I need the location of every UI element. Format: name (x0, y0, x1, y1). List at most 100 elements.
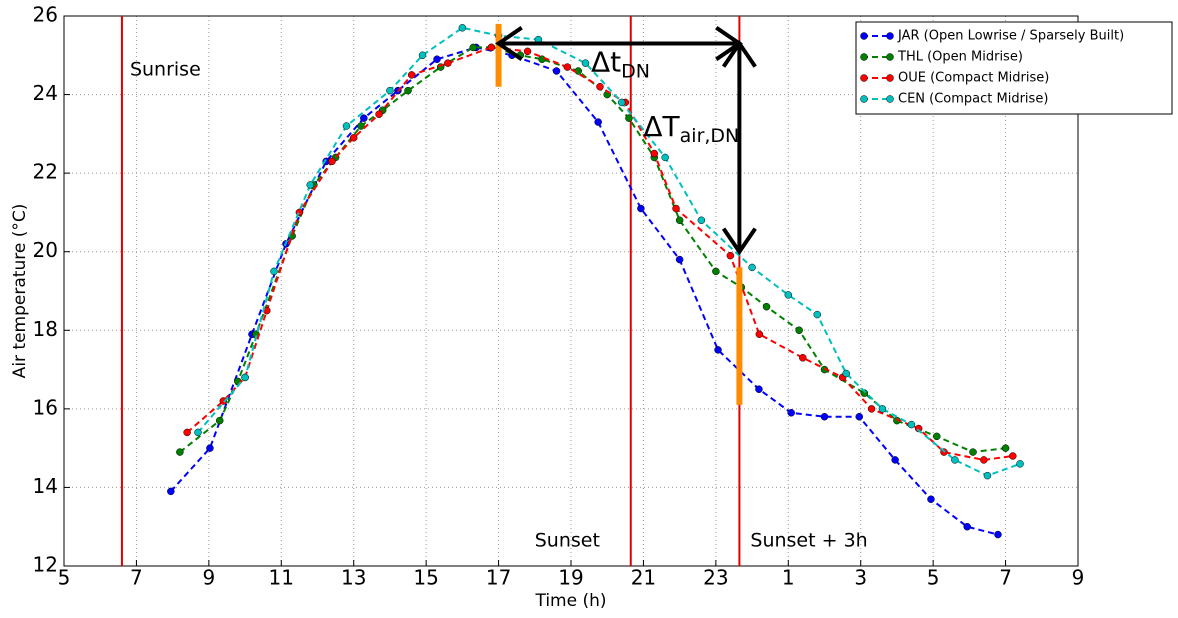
data-point (167, 487, 175, 496)
x-tick-label: 23 (703, 566, 728, 590)
data-point (1001, 444, 1010, 452)
data-point (963, 522, 971, 531)
x-tick-label: 11 (269, 566, 294, 590)
data-point (617, 98, 626, 107)
legend-label: THL (Open Midrise) (897, 50, 1023, 65)
data-point (933, 432, 941, 441)
series-line (179, 46, 1006, 454)
data-point (581, 59, 590, 67)
y-tick-label: 16 (33, 395, 58, 419)
data-point (552, 67, 561, 75)
y-tick-label: 20 (33, 238, 58, 262)
y-tick-label: 26 (33, 3, 58, 27)
legend-marker (860, 53, 868, 61)
legend-marker (860, 74, 868, 82)
data-point (407, 71, 416, 79)
legend-marker (886, 95, 894, 103)
data-point (183, 428, 191, 437)
data-point (650, 149, 659, 158)
data-point (360, 114, 368, 122)
plot-frame (63, 15, 1079, 567)
event-label: Sunset (535, 530, 600, 552)
arrow-label: ΔTair,DN (643, 110, 739, 147)
y-tick-label: 14 (33, 474, 58, 498)
arrow-head (495, 26, 523, 61)
data-point (176, 448, 184, 456)
data-point (672, 204, 680, 213)
data-point (714, 346, 722, 354)
arrow-head (721, 39, 757, 68)
data-point (813, 310, 822, 319)
arrow-label-sub: air,DN (680, 125, 740, 147)
data-point (867, 405, 876, 413)
data-point (755, 330, 764, 338)
x-axis-title: Time (h) (534, 591, 606, 611)
data-point (983, 471, 992, 480)
legend-marker (886, 53, 894, 61)
data-point (755, 385, 763, 393)
x-tick-label: 17 (486, 566, 511, 590)
x-tick-label: 13 (341, 566, 366, 590)
x-tick-label: 9 (202, 566, 215, 590)
data-point (270, 267, 278, 276)
data-point (927, 495, 935, 503)
data-point (342, 122, 351, 130)
data-point (891, 456, 899, 464)
legend-marker (860, 32, 868, 40)
data-point (762, 302, 771, 311)
event-label: Sunrise (130, 59, 201, 81)
data-point (748, 263, 756, 272)
legend-marker (886, 74, 894, 82)
data-point (878, 405, 887, 413)
y-tick-label: 12 (33, 553, 58, 577)
data-point (523, 47, 532, 56)
arrow-head (721, 227, 757, 256)
data-point (458, 24, 467, 32)
data-point (418, 51, 427, 60)
data-point (784, 291, 793, 299)
arrow-label-main: Δt (591, 46, 621, 79)
data-point (487, 43, 496, 52)
data-point (357, 122, 365, 130)
data-point (675, 216, 684, 225)
data-point (1009, 452, 1017, 460)
arrow-label-sub: DN (621, 60, 650, 82)
x-tick-label: 9 (1072, 566, 1085, 590)
data-point (215, 416, 224, 425)
data-point (969, 448, 977, 456)
data-point (787, 409, 795, 417)
series-line (170, 46, 999, 536)
x-tick-label: 5 (58, 566, 71, 590)
data-point (386, 86, 394, 95)
data-point (349, 134, 358, 142)
data-point (596, 82, 604, 91)
x-tick-label: 21 (631, 566, 656, 590)
data-point (726, 251, 735, 260)
legend-label: CEN (Compact Midrise) (898, 92, 1048, 107)
data-point (375, 110, 383, 118)
event-label: Sunset + 3h (750, 530, 867, 552)
y-tick-label: 18 (33, 317, 58, 341)
data-point (328, 157, 336, 166)
legend-label: JAR (Open Lowrise / Sparsely Built) (897, 29, 1124, 44)
data-point (625, 114, 633, 122)
data-point (444, 59, 452, 67)
data-point (842, 369, 850, 378)
data-point (820, 412, 829, 421)
data-point (594, 118, 602, 126)
legend-box (855, 21, 1173, 115)
data-point (907, 420, 916, 429)
x-tick-label: 1 (782, 566, 795, 590)
legend-label: OUE (Compact Midrise) (898, 71, 1049, 86)
data-point (194, 428, 202, 437)
x-tick-label: 15 (413, 566, 438, 590)
data-point (563, 63, 572, 71)
x-tick-label: 7 (130, 566, 143, 590)
data-point (951, 456, 959, 464)
arrow-label-main: ΔT (643, 110, 680, 143)
data-point (404, 86, 412, 95)
x-tick-label: 5 (927, 566, 940, 590)
data-point (712, 267, 720, 276)
data-point (795, 326, 803, 335)
